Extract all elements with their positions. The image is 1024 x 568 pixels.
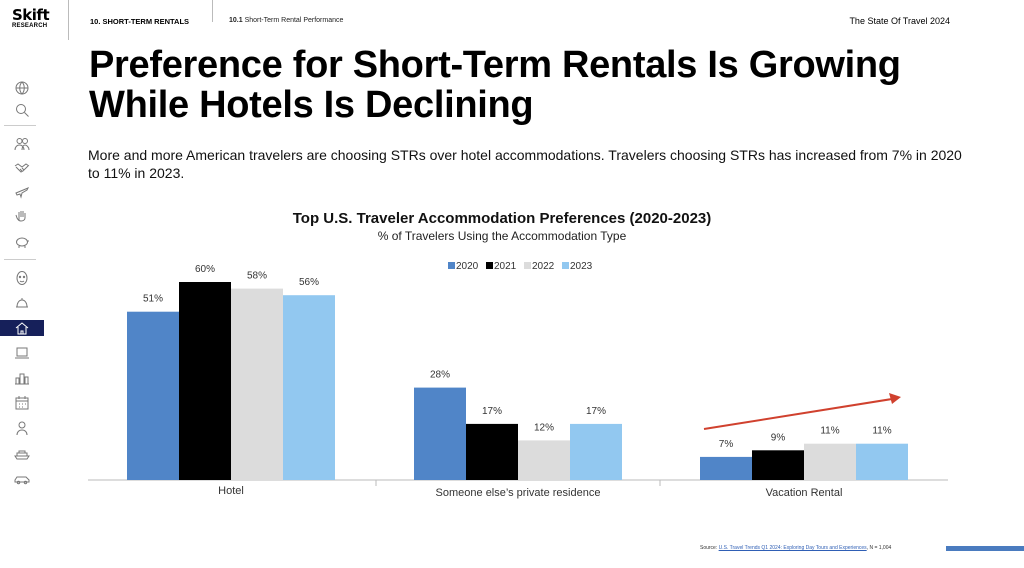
subsection-label[interactable]: 10.1 Short-Term Rental Performance — [229, 17, 343, 24]
subsection-number: 10.1 — [229, 17, 243, 24]
category-label: Vacation Rental — [766, 487, 843, 499]
subsection-title: Short-Term Rental Performance — [244, 17, 344, 24]
bar — [283, 295, 335, 480]
legend-label: 2020 — [456, 261, 479, 272]
chart-subtitle: % of Travelers Using the Accommodation T… — [377, 229, 627, 243]
bar — [804, 443, 856, 480]
bar — [179, 282, 231, 480]
sidebar-divider — [4, 125, 36, 126]
data-label: 17% — [586, 406, 606, 417]
bar — [127, 311, 179, 480]
data-label: 17% — [482, 406, 502, 417]
data-label: 12% — [534, 422, 554, 433]
legend-swatch — [562, 262, 569, 269]
category-label: Hotel — [218, 485, 244, 497]
calendar-icon[interactable] — [0, 395, 44, 411]
logo-wordmark: Skift — [12, 6, 50, 24]
legend-swatch — [448, 262, 455, 269]
airplane-icon[interactable] — [0, 183, 44, 199]
page-description: More and more American travelers are cho… — [88, 147, 962, 181]
bar — [518, 440, 570, 480]
source-suffix: , N = 1,004 — [866, 545, 892, 551]
data-label: 51% — [143, 294, 163, 305]
logo-subtitle: RESEARCH — [12, 23, 48, 29]
house-icon[interactable] — [0, 320, 44, 336]
bar — [856, 443, 908, 480]
legend-swatch — [486, 262, 493, 269]
data-label: 56% — [299, 277, 319, 288]
source-note: Source: U.S. Travel Trends Q1 2024: Expl… — [700, 545, 891, 551]
source-link[interactable]: U.S. Travel Trends Q1 2024: Exploring Da… — [718, 545, 867, 551]
trend-arrow-head — [889, 393, 901, 404]
data-label: 9% — [771, 432, 786, 443]
source-prefix: Source: — [700, 545, 718, 551]
data-label: 58% — [247, 271, 267, 282]
legend-label: 2023 — [570, 261, 593, 272]
data-label: 11% — [820, 426, 839, 437]
data-label: 7% — [719, 439, 734, 450]
bar — [570, 423, 622, 480]
skift-research-logo[interactable]: Skift RESEARCH — [12, 8, 52, 30]
legend-label: 2021 — [494, 261, 517, 272]
globe-icon[interactable] — [0, 80, 44, 96]
ship-icon[interactable] — [0, 445, 44, 461]
sidebar-divider — [4, 259, 36, 260]
cloche-icon[interactable] — [0, 295, 44, 311]
city-icon[interactable] — [0, 370, 44, 386]
data-label: 60% — [195, 264, 215, 275]
trend-arrow — [703, 398, 893, 430]
section-label[interactable]: 10. SHORT-TERM RENTALS — [90, 17, 190, 26]
category-label: Someone else’s private residence — [436, 487, 601, 499]
person-icon[interactable] — [0, 420, 44, 436]
magnifier-icon[interactable] — [0, 102, 44, 118]
legend-swatch — [524, 262, 531, 269]
bar — [231, 288, 283, 480]
bar — [700, 456, 752, 480]
header-divider — [212, 0, 213, 22]
bar — [466, 423, 518, 480]
footer-accent-bar — [946, 546, 1024, 551]
page-title: Preference for Short-Term Rentals Is Gro… — [89, 44, 901, 126]
data-label: 28% — [430, 370, 450, 381]
chart-title: Top U.S. Traveler Accommodation Preferen… — [292, 210, 712, 227]
data-label: 11% — [872, 426, 891, 437]
hand-icon[interactable] — [0, 207, 44, 223]
bar — [414, 387, 466, 480]
car-icon[interactable] — [0, 471, 44, 487]
handshake-icon[interactable] — [0, 160, 44, 176]
people-icon[interactable] — [0, 136, 44, 152]
legend-label: 2022 — [532, 261, 555, 272]
bar — [752, 450, 804, 480]
face-icon[interactable] — [0, 270, 44, 286]
header-divider — [68, 0, 69, 40]
report-title: The State Of Travel 2024 — [849, 16, 950, 26]
piggy-bank-icon[interactable] — [0, 233, 44, 249]
laptop-icon[interactable] — [0, 345, 44, 361]
